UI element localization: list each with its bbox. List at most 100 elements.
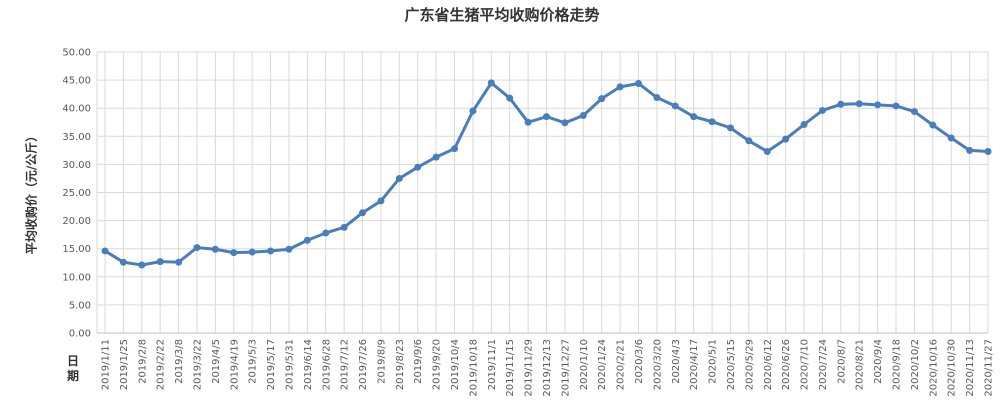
y-tick-label: 10.00 <box>62 272 91 283</box>
x-tick-label: 2019/5/3 <box>248 339 259 384</box>
x-tick-label: 2020/5/29 <box>744 339 755 390</box>
data-point <box>248 248 256 256</box>
x-tick-label: 2020/1/10 <box>579 339 590 390</box>
x-tick-label: 2020/7/24 <box>818 339 829 390</box>
y-tick-label: 45.00 <box>62 76 91 87</box>
data-point <box>708 118 716 126</box>
x-tick-label: 2020/6/26 <box>781 339 792 390</box>
data-point <box>726 124 734 132</box>
x-tick-label: 2019/9/20 <box>432 339 443 390</box>
x-tick-label: 2020/8/21 <box>855 339 866 390</box>
x-tick-label: 2020/3/6 <box>634 339 645 384</box>
x-tick-label: 2019/7/12 <box>340 339 351 390</box>
x-tick-label: 2019/2/22 <box>156 339 167 390</box>
x-tick-label: 2020/9/18 <box>892 339 903 390</box>
data-point <box>763 147 771 155</box>
data-point <box>653 94 661 102</box>
data-point <box>782 135 790 143</box>
x-tick-label: 2019/11/15 <box>505 339 516 397</box>
x-tick-label: 2019/10/4 <box>450 339 461 390</box>
data-point <box>487 79 495 87</box>
data-point <box>506 94 514 102</box>
data-point <box>395 174 403 182</box>
data-point <box>947 134 955 142</box>
x-tick-label: 2019/5/31 <box>284 339 295 390</box>
y-tick-label: 0.00 <box>69 329 91 340</box>
x-tick-label: 2019/6/28 <box>321 339 332 390</box>
data-point <box>267 247 275 255</box>
x-tick-label: 2019/12/13 <box>542 339 553 397</box>
data-point <box>322 229 330 237</box>
x-tick-label: 2019/6/14 <box>303 339 314 390</box>
chart-title: 广东省生猪平均收购价格走势 <box>404 6 599 24</box>
data-point <box>451 145 459 153</box>
y-tick-label: 5.00 <box>69 300 91 311</box>
x-tick-label: 2020/10/2 <box>910 339 921 390</box>
x-tick-label: 2020/5/1 <box>708 339 719 384</box>
data-point <box>524 118 532 126</box>
data-point <box>634 79 642 87</box>
data-point <box>579 112 587 120</box>
x-tick-label: 2020/6/12 <box>763 339 774 390</box>
y-tick-label: 40.00 <box>62 104 91 115</box>
data-point <box>377 197 385 205</box>
data-point <box>855 100 863 108</box>
y-tick-label: 35.00 <box>62 132 91 143</box>
x-tick-label: 2020/2/21 <box>616 339 627 390</box>
x-tick-label: 2020/9/4 <box>873 339 884 384</box>
data-point <box>874 101 882 109</box>
data-point <box>340 223 348 231</box>
data-point <box>690 113 698 121</box>
x-tick-label: 2020/7/10 <box>800 339 811 390</box>
x-tick-label: 2019/10/18 <box>468 339 479 397</box>
data-point <box>175 258 183 266</box>
data-point <box>543 113 550 121</box>
data-point <box>230 249 238 257</box>
y-tick-label: 30.00 <box>62 160 91 171</box>
x-tick-label: 2019/3/8 <box>174 339 185 384</box>
data-point <box>818 106 826 114</box>
data-point <box>671 102 679 110</box>
data-point <box>119 258 127 266</box>
x-tick-label: 2019/2/8 <box>137 339 148 384</box>
data-point <box>910 108 918 116</box>
x-tick-label: 2019/5/17 <box>266 339 277 390</box>
data-point <box>837 100 845 108</box>
data-point <box>101 247 109 255</box>
x-tick-label: 2019/7/26 <box>358 339 369 390</box>
x-tick-label: 2019/3/22 <box>192 339 203 390</box>
x-tick-label: 2019/1/25 <box>119 339 130 390</box>
x-tick-label: 2020/3/20 <box>652 339 663 390</box>
x-tick-label: 2019/9/6 <box>413 339 424 384</box>
x-tick-label: 2020/4/17 <box>689 339 700 390</box>
data-point <box>211 245 219 253</box>
x-tick-label: 2019/8/23 <box>395 339 406 390</box>
data-point <box>984 147 992 155</box>
data-point <box>156 258 164 266</box>
data-point <box>966 146 974 154</box>
data-point <box>193 244 201 252</box>
data-point <box>469 107 477 115</box>
data-point <box>359 209 367 217</box>
data-point <box>929 121 937 129</box>
x-tick-label: 2019/1/11 <box>101 339 112 390</box>
data-point <box>285 245 293 253</box>
x-tick-label: 2020/11/27 <box>984 339 995 397</box>
x-tick-label: 2019/11/29 <box>524 339 535 397</box>
x-tick-label: 2020/8/7 <box>836 339 847 384</box>
data-point <box>432 153 440 161</box>
data-point <box>616 83 624 91</box>
x-axis-title: 日期 <box>67 354 79 383</box>
x-tick-label: 2019/8/9 <box>376 339 387 384</box>
y-axis-title: 平均收购价（元/公斤） <box>24 130 39 254</box>
x-tick-label: 2019/4/5 <box>211 339 222 384</box>
x-tick-label: 2019/12/27 <box>560 339 571 397</box>
x-tick-label: 2019/4/19 <box>229 339 240 390</box>
data-point <box>138 261 146 269</box>
x-tick-label: 2019/11/1 <box>487 339 498 390</box>
data-point <box>414 163 422 171</box>
x-tick-label: 2020/11/13 <box>965 339 976 397</box>
data-point <box>598 95 606 103</box>
